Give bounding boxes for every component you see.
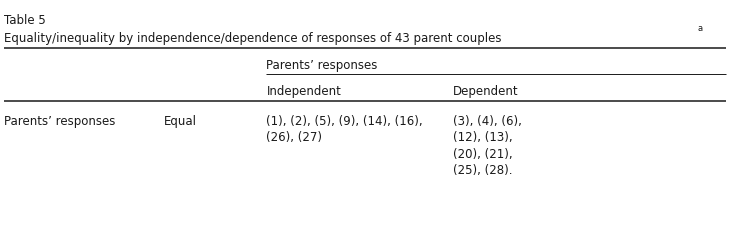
Text: (3), (4), (6),: (3), (4), (6), — [453, 115, 521, 128]
Text: Table 5: Table 5 — [4, 14, 45, 27]
Text: Parents’ responses: Parents’ responses — [4, 115, 115, 128]
Text: Dependent: Dependent — [453, 85, 518, 97]
Text: (20), (21),: (20), (21), — [453, 147, 512, 160]
Text: (1), (2), (5), (9), (14), (16),: (1), (2), (5), (9), (14), (16), — [266, 115, 423, 128]
Text: a: a — [698, 24, 703, 33]
Text: Equality/inequality by independence/dependence of responses of 43 parent couples: Equality/inequality by independence/depe… — [4, 32, 502, 45]
Text: (26), (27): (26), (27) — [266, 131, 323, 144]
Text: Independent: Independent — [266, 85, 342, 97]
Text: (12), (13),: (12), (13), — [453, 131, 512, 144]
Text: Equal: Equal — [164, 115, 197, 128]
Text: Parents’ responses: Parents’ responses — [266, 59, 378, 72]
Text: (25), (28).: (25), (28). — [453, 164, 512, 177]
